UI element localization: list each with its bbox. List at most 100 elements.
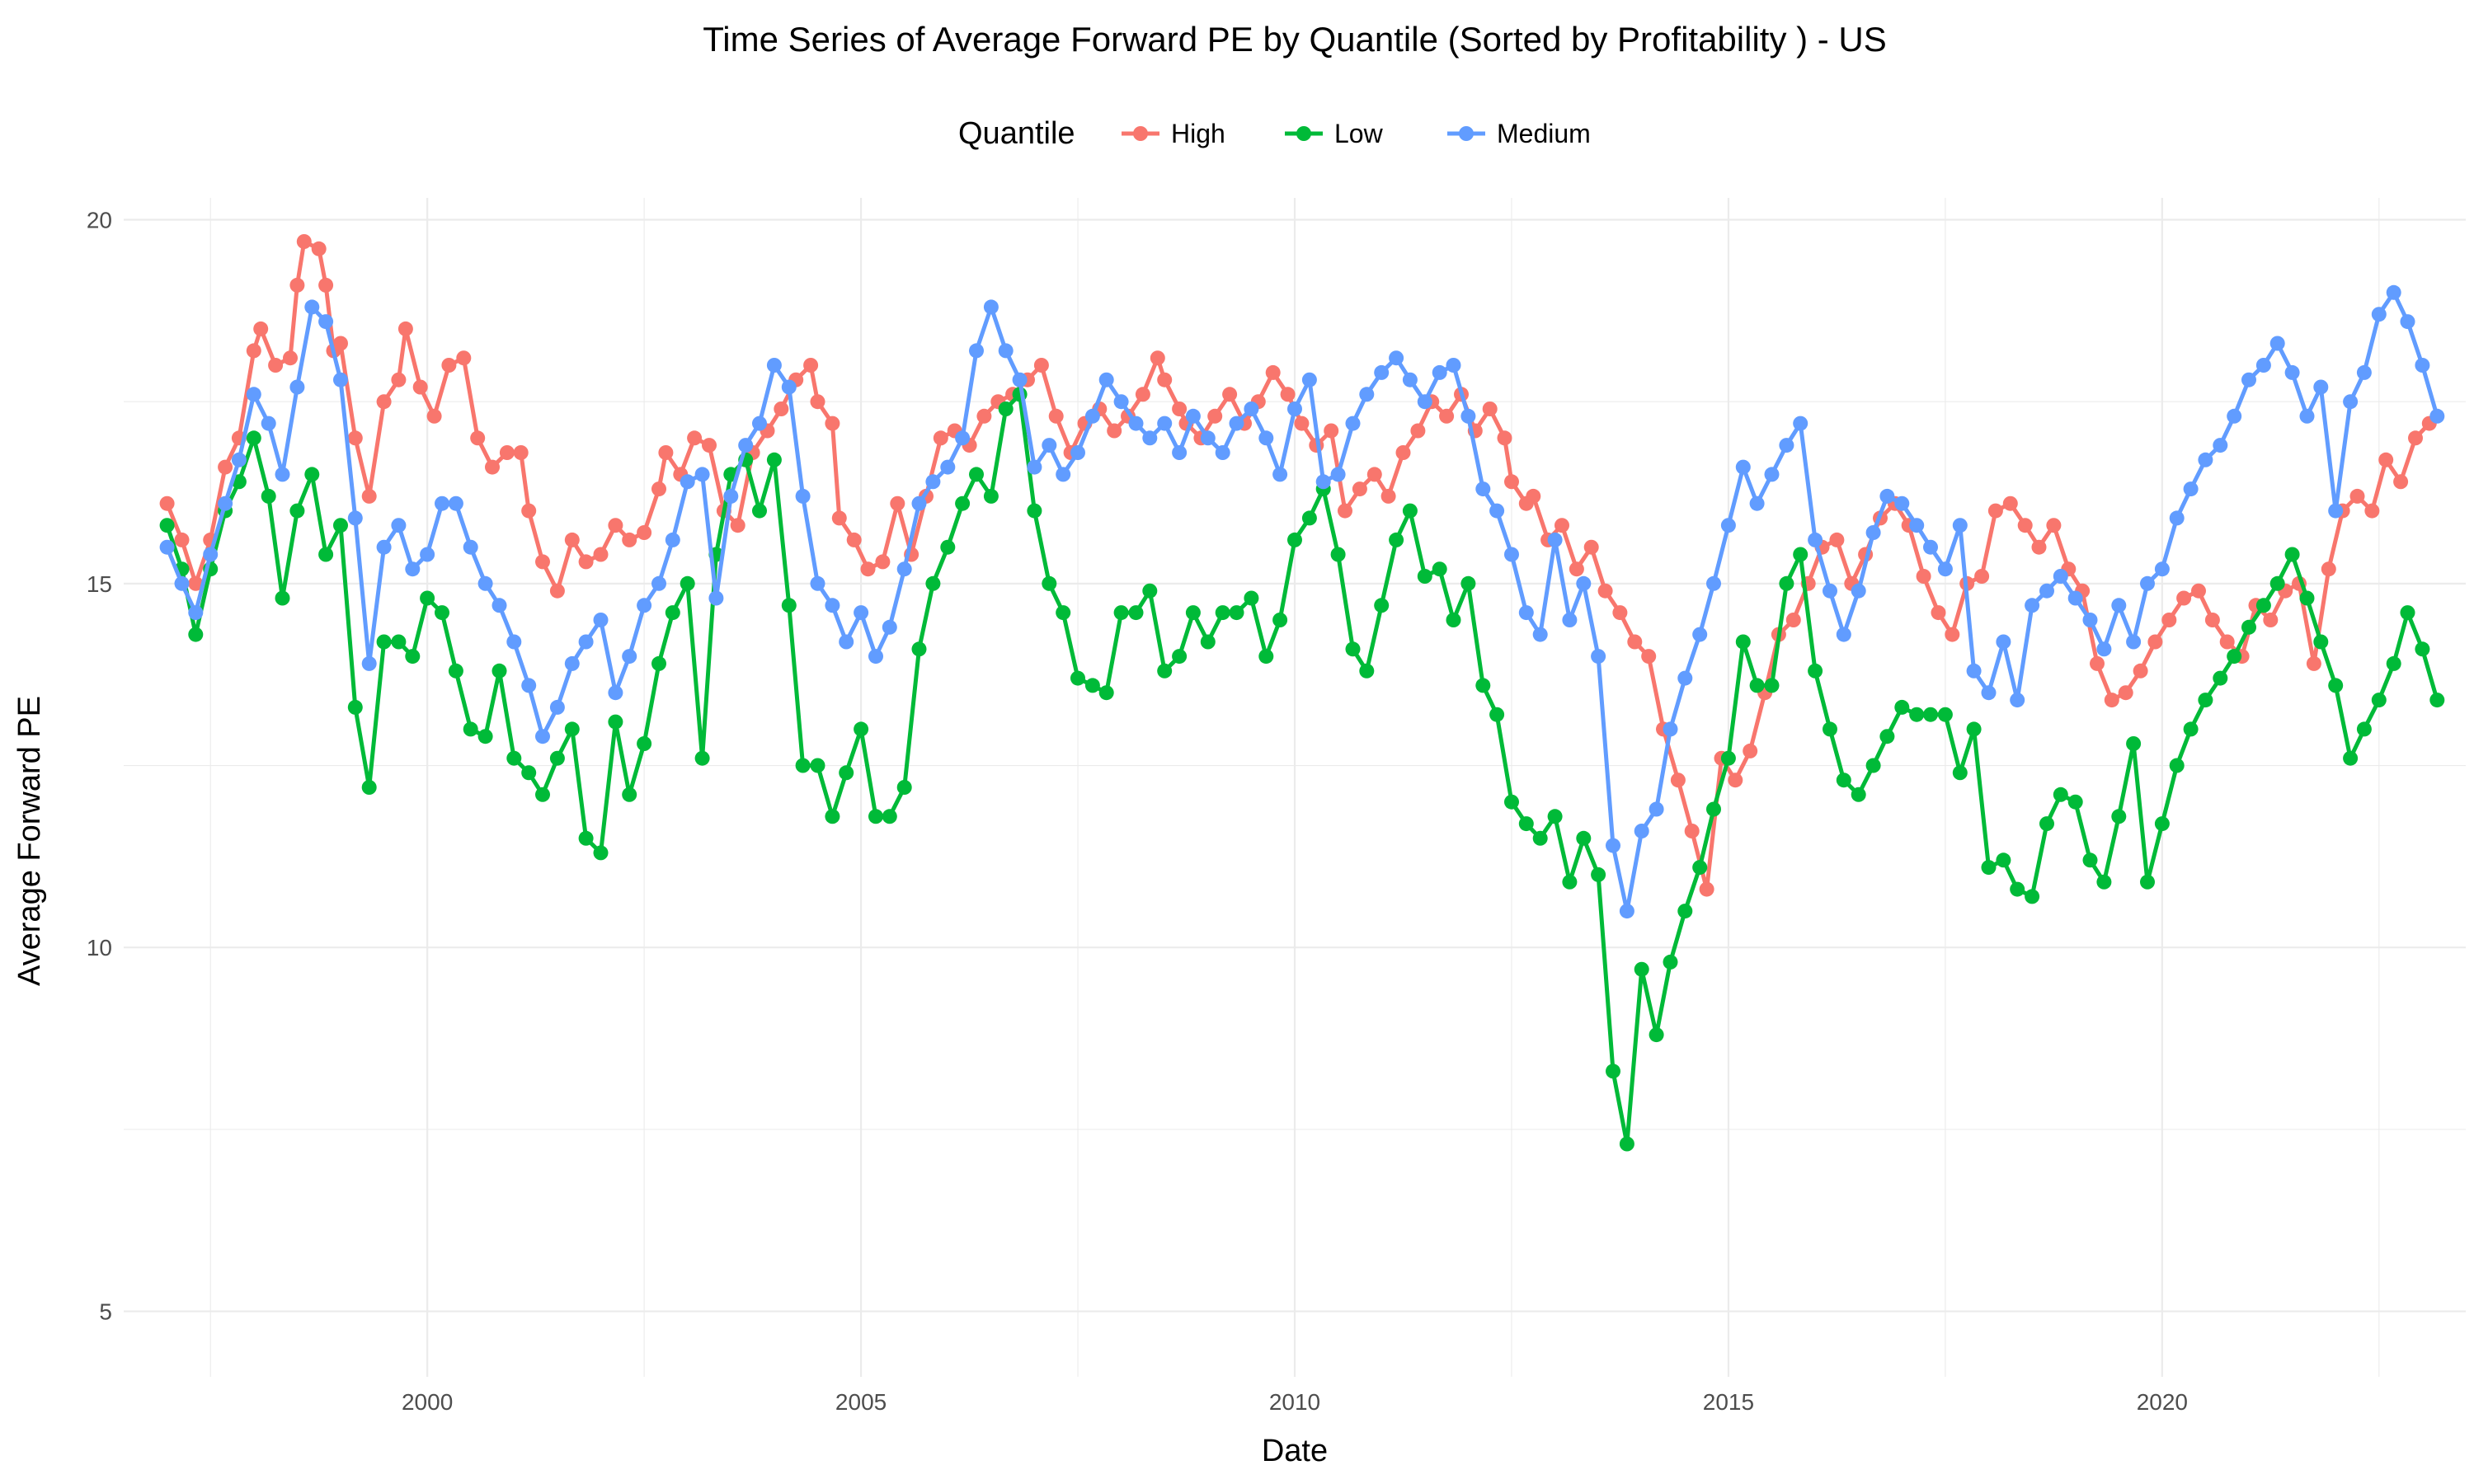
data-point-low (318, 547, 334, 562)
data-point-medium (810, 575, 825, 591)
data-point-medium (1793, 416, 1808, 431)
data-point-high (456, 350, 472, 366)
data-point-high (296, 234, 312, 249)
data-point-medium (275, 467, 290, 482)
data-point-high (1497, 430, 1512, 446)
data-point-high (1627, 634, 1643, 650)
data-point-medium (1981, 685, 1997, 701)
data-point-medium (1865, 525, 1881, 540)
series-low (159, 387, 2445, 1152)
x-tick-label: 2010 (1269, 1389, 1320, 1415)
data-point-high (283, 350, 298, 366)
data-point-medium (535, 729, 550, 744)
data-point-low (2067, 794, 2083, 810)
data-point-low (159, 518, 175, 533)
data-point-high (1569, 561, 1584, 577)
data-point-low (2400, 605, 2415, 621)
x-axis-label: Date (1262, 1434, 1328, 1468)
data-point-medium (651, 575, 666, 591)
data-point-medium (1952, 518, 1968, 533)
data-point-low (2169, 758, 2185, 773)
data-point-medium (2299, 408, 2315, 424)
data-point-low (839, 765, 854, 781)
data-point-high (1157, 372, 1173, 387)
data-point-low (1779, 575, 1794, 591)
data-point-low (2082, 852, 2098, 868)
data-point-high (253, 321, 269, 336)
data-point-high (875, 554, 891, 570)
y-tick-label: 5 (99, 1299, 112, 1325)
y-tick-label: 10 (87, 935, 112, 960)
data-point-medium (2198, 452, 2213, 467)
data-point-low (694, 750, 710, 766)
data-point-medium (1185, 408, 1201, 424)
data-point-high (1728, 773, 1743, 788)
data-point-low (1229, 605, 1244, 621)
data-point-low (1937, 707, 1953, 722)
data-point-low (1865, 758, 1881, 773)
data-point-low (275, 590, 290, 606)
data-point-medium (1532, 627, 1548, 642)
data-point-low (651, 655, 666, 671)
data-point-low (2269, 575, 2285, 591)
data-point-high (933, 430, 948, 446)
series-line-low (165, 392, 2439, 1146)
data-point-medium (2126, 634, 2142, 650)
data-point-low (420, 590, 435, 606)
data-point-medium (983, 299, 999, 315)
data-point-high (1207, 408, 1223, 424)
data-point-low (1374, 598, 1390, 613)
data-point-medium (1142, 430, 1158, 446)
data-point-medium (854, 605, 869, 621)
data-point-medium (1172, 445, 1188, 460)
data-point-medium (1229, 416, 1244, 431)
data-point-medium (2111, 598, 2127, 613)
data-point-medium (1591, 649, 1606, 665)
data-point-high (188, 575, 204, 591)
data-point-medium (694, 467, 710, 482)
data-point-low (289, 503, 305, 519)
data-point-medium (448, 495, 463, 511)
data-point-medium (622, 649, 637, 665)
data-point-high (513, 445, 529, 460)
data-point-medium (1359, 387, 1375, 402)
data-point-low (506, 750, 522, 766)
data-point-medium (2255, 358, 2271, 373)
data-point-low (1619, 1136, 1634, 1152)
data-point-low (521, 765, 537, 781)
data-point-medium (261, 416, 276, 431)
axis-ticks: 5 10 15 20 2000 2005 2010 2015 2020 (87, 207, 2188, 1415)
data-point-medium (738, 438, 754, 453)
data-point-low (304, 467, 320, 482)
data-point-medium (1460, 408, 1476, 424)
data-point-high (2191, 583, 2206, 599)
data-point-low (1345, 641, 1361, 657)
data-point-high (1931, 605, 1946, 621)
data-point-high (441, 358, 457, 373)
data-point-medium (1923, 539, 1938, 555)
data-point-medium (246, 387, 261, 402)
data-point-high (1554, 518, 1569, 533)
data-point-high (2321, 561, 2336, 577)
data-point-low (781, 598, 797, 613)
data-point-low (1966, 721, 1982, 737)
data-point-high (890, 495, 905, 511)
data-point-medium (1475, 481, 1491, 497)
data-point-low (1446, 613, 1461, 627)
data-point-high (159, 495, 175, 511)
data-point-medium (1215, 445, 1230, 460)
data-point-low (2356, 721, 2372, 737)
data-point-low (2313, 634, 2329, 650)
data-point-low (1359, 663, 1375, 679)
data-point-medium (1894, 495, 1910, 511)
data-point-medium (955, 430, 971, 446)
data-point-low (333, 518, 348, 533)
y-tick-label: 20 (87, 207, 112, 232)
data-point-low (665, 605, 680, 621)
data-point-high (218, 459, 233, 475)
data-point-high (1172, 402, 1188, 416)
data-point-medium (1749, 495, 1765, 511)
data-point-low (1157, 663, 1173, 679)
data-point-high (860, 561, 876, 577)
data-point-medium (578, 634, 594, 650)
